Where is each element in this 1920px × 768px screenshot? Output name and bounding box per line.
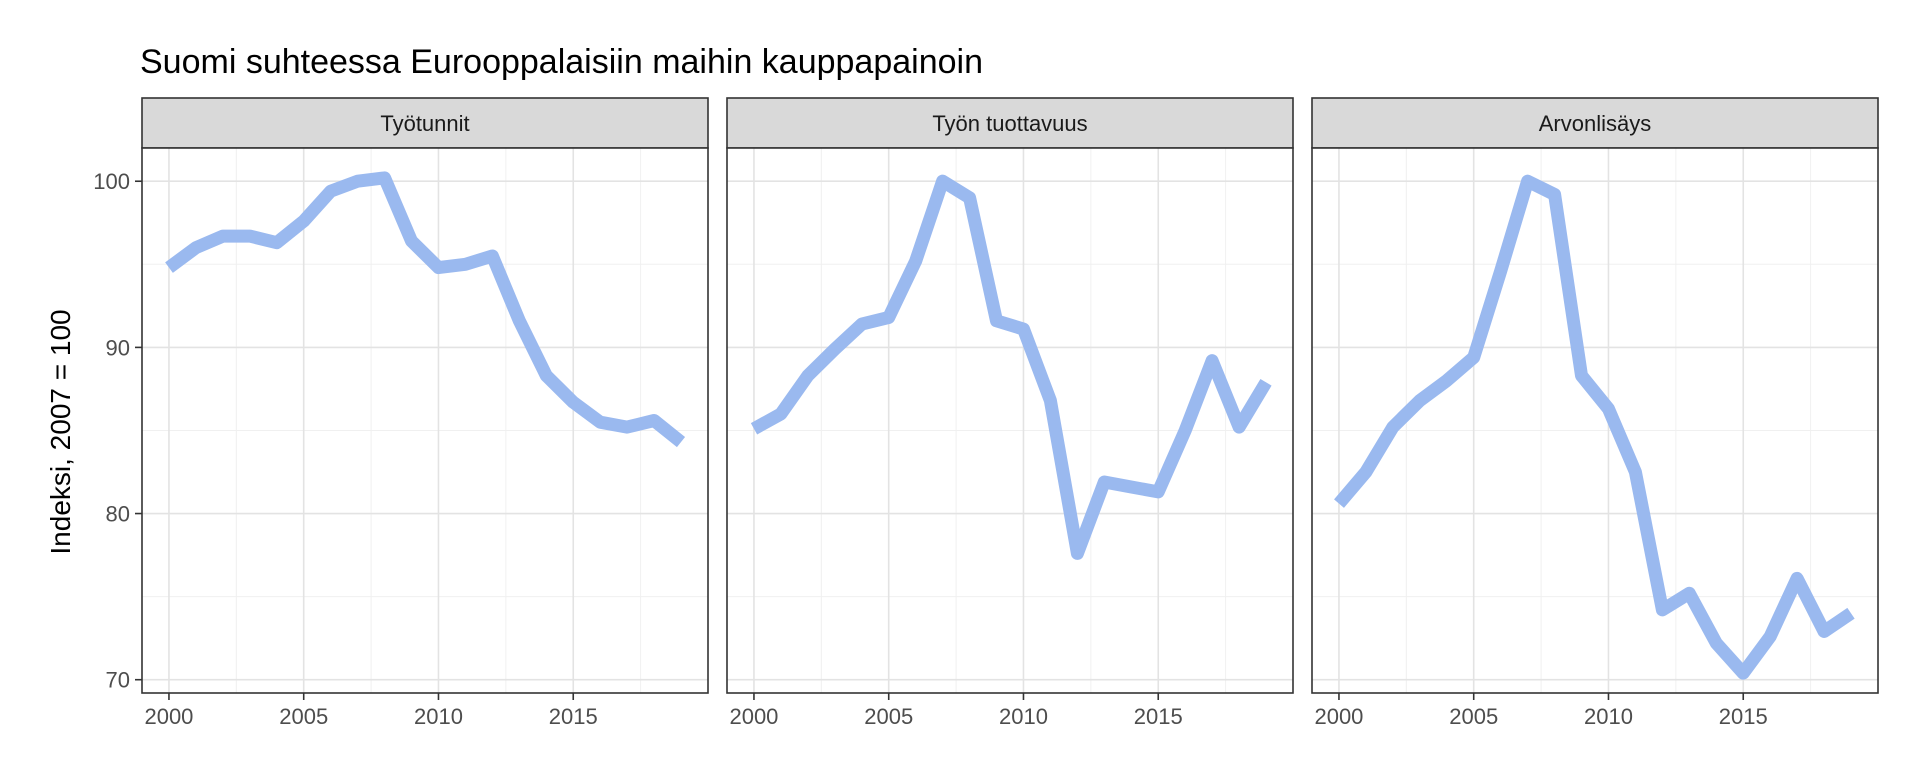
x-tick-label: 2015 xyxy=(1719,704,1768,729)
x-tick-label: 2000 xyxy=(1314,704,1363,729)
facet-panel: Työn tuottavuus 2000 2005 2010 2015 xyxy=(726,97,1294,729)
series-line xyxy=(1334,174,1855,680)
y-tick-label: 70 xyxy=(106,668,130,693)
y-axis-title: Indeksi, 2007 = 100 xyxy=(45,309,76,554)
panel-border xyxy=(1311,147,1879,694)
y-tick-label: 90 xyxy=(106,335,130,360)
x-tick-label: 2000 xyxy=(729,704,778,729)
x-tick-label: 2005 xyxy=(864,704,913,729)
facet-panel: Arvonlisäys 2000 2005 2010 2015 xyxy=(1311,97,1879,729)
x-tick-label: 2000 xyxy=(144,704,193,729)
chart-title: Suomi suhteessa Eurooppalaisiin maihin k… xyxy=(140,43,983,81)
facet-panel: Työtunnit 2000 2005 2010 2015 70 80 90 100 xyxy=(93,97,709,729)
y-tick-label: 80 xyxy=(106,502,130,527)
facet-strip xyxy=(141,97,709,149)
x-tick-label: 2010 xyxy=(999,704,1048,729)
panel-border xyxy=(141,147,709,694)
x-tick-label: 2010 xyxy=(1584,704,1633,729)
facet-strip-label: Työtunnit xyxy=(380,111,469,136)
x-tick-label: 2010 xyxy=(414,704,463,729)
facet-strip-label: Työn tuottavuus xyxy=(932,111,1087,136)
facet-strip xyxy=(726,97,1294,149)
series-line xyxy=(165,171,686,448)
x-tick-label: 2015 xyxy=(1134,704,1183,729)
x-tick-label: 2005 xyxy=(1449,704,1498,729)
y-tick-label: 100 xyxy=(93,169,130,194)
facet-strip-label: Arvonlisäys xyxy=(1539,111,1651,136)
facet-panels: Työtunnit 2000 2005 2010 2015 70 80 90 100 Työn t… xyxy=(93,97,1879,729)
x-tick-label: 2005 xyxy=(279,704,328,729)
x-tick-label: 2015 xyxy=(549,704,598,729)
plot-area xyxy=(727,148,1293,693)
panel-border xyxy=(726,147,1294,694)
series-line xyxy=(750,174,1272,560)
facet-strip xyxy=(1311,97,1879,149)
